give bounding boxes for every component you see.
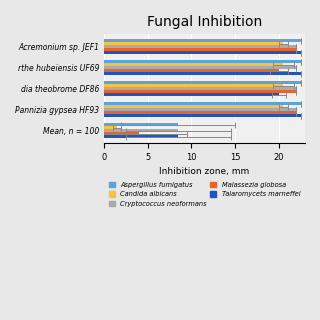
Legend: Aspergillus fumigatus, Candida albicans, Cryptococcus neoformans, Malassezia glo: Aspergillus fumigatus, Candida albicans,…: [106, 179, 303, 209]
Bar: [104, 93, 279, 96]
Bar: [104, 129, 178, 132]
Bar: [104, 81, 300, 84]
Bar: [104, 72, 300, 75]
Bar: [104, 108, 296, 111]
Bar: [104, 135, 178, 138]
Title: Fungal Inhibition: Fungal Inhibition: [147, 15, 262, 29]
Bar: [104, 63, 283, 66]
Bar: [104, 45, 296, 48]
Bar: [104, 111, 296, 114]
Bar: [104, 90, 296, 93]
Bar: [104, 84, 283, 87]
Bar: [104, 114, 300, 117]
Bar: [104, 105, 283, 108]
Bar: [104, 87, 296, 90]
Bar: [104, 132, 139, 135]
Bar: [104, 66, 296, 69]
Bar: [104, 51, 300, 54]
Bar: [104, 102, 300, 105]
Bar: [104, 60, 300, 63]
Bar: [104, 48, 296, 51]
X-axis label: Inhibition zone, mm: Inhibition zone, mm: [159, 167, 250, 176]
Bar: [104, 42, 283, 45]
Bar: [104, 69, 279, 72]
Bar: [104, 126, 117, 129]
Bar: [104, 39, 300, 42]
Bar: [104, 124, 178, 126]
